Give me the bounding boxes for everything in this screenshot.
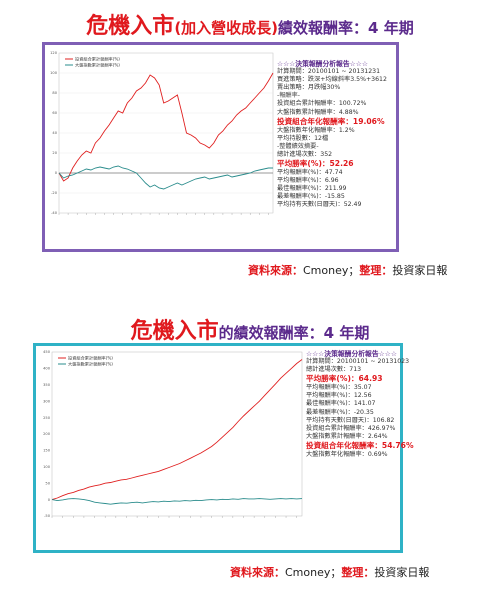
report-line: 平均持有天數(日曆天)：52.49 xyxy=(277,201,362,209)
section2-title-tail: 的績效報酬率：4 年期 xyxy=(218,324,370,342)
section1-title-sub: (加入營收成長) xyxy=(174,19,279,37)
report-line: 計算期間：20100101 ~ 20131231 xyxy=(277,68,381,76)
y-tick-label: 300 xyxy=(43,399,51,403)
report-line: 最差報酬率(%)：-15.85 xyxy=(277,193,345,201)
y-tick-label: 100 xyxy=(43,465,51,469)
chart2-report-panel: ☆☆☆決策報酬分析報告☆☆☆ 計算期間：20100101 ~ 20131023 … xyxy=(306,350,414,459)
series-line-1 xyxy=(58,72,274,182)
plot-area xyxy=(51,351,303,517)
y-tick-label: 120 xyxy=(50,51,58,55)
source-label: 資料來源： xyxy=(230,566,285,579)
editor-value: 投資家日報 xyxy=(374,566,430,579)
y-tick-label: 450 xyxy=(43,350,51,354)
series-line-1 xyxy=(51,359,303,501)
report-highlight: 平均勝率(%)：64.93 xyxy=(306,374,383,384)
report-line: 買進策略：跌深+均線斜率3.5%+3612 xyxy=(277,76,387,84)
report-line: 平均報酬率(%)：35.07 xyxy=(306,384,372,392)
report-line: 平均報酬率(%)：6.96 xyxy=(277,177,339,185)
report-line: 平均報酬率(%)：12.56 xyxy=(306,392,372,400)
report-line: 平均報酬率(%)：47.74 xyxy=(277,169,343,177)
report-header: ☆☆☆決策報酬分析報告☆☆☆ xyxy=(306,350,397,358)
source-value: Cmoney xyxy=(303,264,349,277)
section1-title-main: 危機入市 xyxy=(86,14,175,39)
y-tick-label: 100 xyxy=(50,71,58,75)
series-line-2 xyxy=(51,498,303,505)
y-tick-label: 0 xyxy=(55,171,58,175)
section2-source: 資料來源：Cmoney；整理：投資家日報 xyxy=(230,564,429,580)
report-line: 投資組合累計報酬率：426.97% xyxy=(306,424,396,432)
y-tick-label: 150 xyxy=(43,449,51,453)
y-tick-label: 50 xyxy=(45,481,50,485)
source-separator: ； xyxy=(330,566,342,579)
legend-entry: 大盤指數累計報酬率(%) xyxy=(75,61,120,68)
report-line: 總計進場次數：713 xyxy=(306,366,362,374)
report-line: 最差報酬率(%)：-20.35 xyxy=(306,408,374,416)
report-highlight: 平均勝率(%)：52.26 xyxy=(277,159,354,169)
series-line-2 xyxy=(58,165,273,190)
y-tick-label: 350 xyxy=(43,383,51,387)
chart2-frame: -50 0 50 100 150 200 250 300 350 400 450 投資組合累計報酬率(… xyxy=(33,343,414,553)
section2-title: 危機入市的績效報酬率：4 年期 xyxy=(0,313,500,345)
report-header: ☆☆☆決策報酬分析報告☆☆☆ xyxy=(277,60,368,68)
section1-source: 資料來源：Cmoney；整理：投資家日報 xyxy=(248,262,447,278)
chart1-svg: -40 -20 0 20 40 60 80 100 120 投資組合累計報酬率(%)大盤指數累計報… xyxy=(50,51,274,215)
report-line: 平均持有天數(日曆天)：106.82 xyxy=(306,416,395,424)
section1-title: 危機入市(加入營收成長)績效報酬率：4 年期 xyxy=(0,8,500,40)
y-tick-label: 250 xyxy=(43,416,51,420)
source-separator: ； xyxy=(348,264,360,277)
legend-entry: 大盤指數累計報酬率(%) xyxy=(68,360,113,367)
y-tick-label: -50 xyxy=(44,514,51,518)
report-highlight: 投資組合年化報酬率：19.06% xyxy=(277,116,385,126)
y-tick-label: -40 xyxy=(51,211,58,215)
source-label: 資料來源： xyxy=(248,264,303,277)
y-tick-label: 20 xyxy=(52,151,57,155)
report-line: 賣出策略：月跌幅30% xyxy=(277,84,341,92)
report-line: 大盤指數累計報酬率：2.64% xyxy=(306,432,388,440)
legend-entry: 投資組合累計報酬率(%) xyxy=(75,55,120,62)
chart1-frame: -40 -20 0 20 40 60 80 100 120 投資組合累計報酬率(%) 大盤指數累計報… xyxy=(42,42,399,252)
y-tick-label: 80 xyxy=(52,91,57,95)
report-line: 最佳報酬率(%)：211.99 xyxy=(277,185,347,193)
y-tick-label: 60 xyxy=(52,111,57,115)
report-line: 總計進場次數：352 xyxy=(277,150,333,158)
report-section-heading: -整體績效摘要- xyxy=(277,142,319,150)
report-line: 投資組合累計報酬率：100.72% xyxy=(277,100,367,108)
report-line: 平均持股數：12檔 xyxy=(277,134,329,142)
y-tick-label: 400 xyxy=(43,367,51,371)
report-highlight: 投資組合年化報酬率：54.76% xyxy=(306,440,414,450)
y-tick-label: 0 xyxy=(48,498,51,502)
chart1-report-panel: ☆☆☆決策報酬分析報告☆☆☆ 計算期間：20100101 ~ 20131231 … xyxy=(277,60,387,210)
report-line: 大盤指數年化報酬率：0.69% xyxy=(306,450,388,458)
source-value: Cmoney xyxy=(285,566,331,579)
section2-title-main: 危機入市 xyxy=(130,319,219,344)
editor-label: 整理： xyxy=(359,264,393,277)
report-line: 大盤指數累計報酬率：4.88% xyxy=(277,108,359,116)
report-line: 大盤指數年化報酬率：1.2% xyxy=(277,126,355,134)
editor-label: 整理： xyxy=(341,566,375,579)
section1-title-tail: 績效報酬率：4 年期 xyxy=(278,19,414,37)
y-tick-label: 200 xyxy=(43,432,51,436)
report-line: 最佳報酬率(%)：141.07 xyxy=(306,400,376,408)
y-tick-label: -20 xyxy=(51,191,58,195)
y-tick-label: 40 xyxy=(52,131,57,135)
report-section-heading: -報酬率- xyxy=(277,92,301,100)
legend-entry: 投資組合累計報酬率(%) xyxy=(68,354,113,361)
editor-value: 投資家日報 xyxy=(392,264,448,277)
report-line: 計算期間：20100101 ~ 20131023 xyxy=(306,358,410,366)
chart2-svg: -50 0 50 100 150 200 250 300 350 400 450 投資組合累計報酬率(… xyxy=(43,350,303,518)
